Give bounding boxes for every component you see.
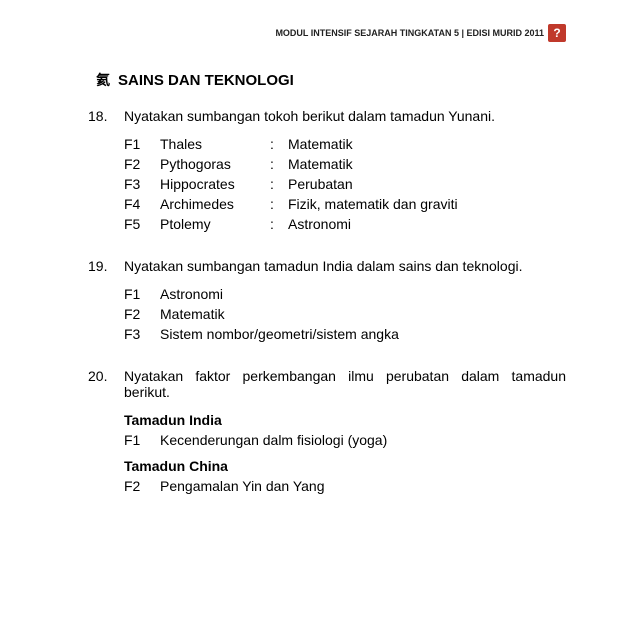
question-block: 20. Nyatakan faktor perkembangan ilmu pe… xyxy=(88,368,566,498)
question-body: Nyatakan sumbangan tokoh berikut dalam t… xyxy=(124,108,566,236)
question-body: Nyatakan faktor perkembangan ilmu peruba… xyxy=(124,368,566,498)
pair-value: Matematik xyxy=(288,156,566,172)
page-header: MODUL INTENSIF SEJARAH TINGKATAN 5 | EDI… xyxy=(88,24,566,42)
pair-value: Perubatan xyxy=(288,176,566,192)
section-glyph-icon: 氦 xyxy=(96,70,110,90)
answer-pair: F1 Thales : Matematik xyxy=(124,136,566,152)
line-label: F1 xyxy=(124,432,160,448)
pair-name: Pythogoras xyxy=(160,156,270,172)
pair-label: F2 xyxy=(124,156,160,172)
help-icon: ? xyxy=(548,24,566,42)
answer-line: F3 Sistem nombor/geometri/sistem angka xyxy=(124,326,566,342)
answer-pair: F5 Ptolemy : Astronomi xyxy=(124,216,566,232)
header-text: MODUL INTENSIF SEJARAH TINGKATAN 5 | EDI… xyxy=(275,28,544,38)
line-label: F2 xyxy=(124,306,160,322)
pair-label: F3 xyxy=(124,176,160,192)
line-text: Pengamalan Yin dan Yang xyxy=(160,478,566,494)
pair-value: Astronomi xyxy=(288,216,566,232)
line-text: Kecenderungan dalm fisiologi (yoga) xyxy=(160,432,566,448)
pair-colon: : xyxy=(270,156,288,172)
question-number: 18. xyxy=(88,108,124,236)
pair-label: F1 xyxy=(124,136,160,152)
question-text: Nyatakan sumbangan tamadun India dalam s… xyxy=(124,258,566,274)
answer-line: F2 Pengamalan Yin dan Yang xyxy=(124,478,566,494)
answer-line: F1 Astronomi xyxy=(124,286,566,302)
section-title: SAINS DAN TEKNOLOGI xyxy=(118,72,294,89)
line-text: Astronomi xyxy=(160,286,566,302)
pair-name: Thales xyxy=(160,136,270,152)
pair-name: Archimedes xyxy=(160,196,270,212)
question-number: 20. xyxy=(88,368,124,498)
group-heading: Tamadun China xyxy=(124,458,566,474)
answer-pair: F2 Pythogoras : Matematik xyxy=(124,156,566,172)
section-title-row: 氦 SAINS DAN TEKNOLOGI xyxy=(96,70,566,90)
question-text: Nyatakan faktor perkembangan ilmu peruba… xyxy=(124,368,566,400)
answer-pair: F3 Hippocrates : Perubatan xyxy=(124,176,566,192)
pair-name: Ptolemy xyxy=(160,216,270,232)
line-label: F1 xyxy=(124,286,160,302)
question-body: Nyatakan sumbangan tamadun India dalam s… xyxy=(124,258,566,346)
answer-line: F2 Matematik xyxy=(124,306,566,322)
group-heading: Tamadun India xyxy=(124,412,566,428)
answer-pair: F4 Archimedes : Fizik, matematik dan gra… xyxy=(124,196,566,212)
question-text: Nyatakan sumbangan tokoh berikut dalam t… xyxy=(124,108,566,124)
line-label: F2 xyxy=(124,478,160,494)
line-text: Sistem nombor/geometri/sistem angka xyxy=(160,326,566,342)
line-text: Matematik xyxy=(160,306,566,322)
pair-value: Matematik xyxy=(288,136,566,152)
pair-label: F5 xyxy=(124,216,160,232)
line-label: F3 xyxy=(124,326,160,342)
pair-colon: : xyxy=(270,216,288,232)
question-block: 18. Nyatakan sumbangan tokoh berikut dal… xyxy=(88,108,566,236)
answer-line: F1 Kecenderungan dalm fisiologi (yoga) xyxy=(124,432,566,448)
pair-colon: : xyxy=(270,136,288,152)
page-container: MODUL INTENSIF SEJARAH TINGKATAN 5 | EDI… xyxy=(0,0,638,522)
pair-value: Fizik, matematik dan graviti xyxy=(288,196,566,212)
pair-colon: : xyxy=(270,196,288,212)
pair-colon: : xyxy=(270,176,288,192)
question-number: 19. xyxy=(88,258,124,346)
pair-label: F4 xyxy=(124,196,160,212)
pair-name: Hippocrates xyxy=(160,176,270,192)
question-block: 19. Nyatakan sumbangan tamadun India dal… xyxy=(88,258,566,346)
